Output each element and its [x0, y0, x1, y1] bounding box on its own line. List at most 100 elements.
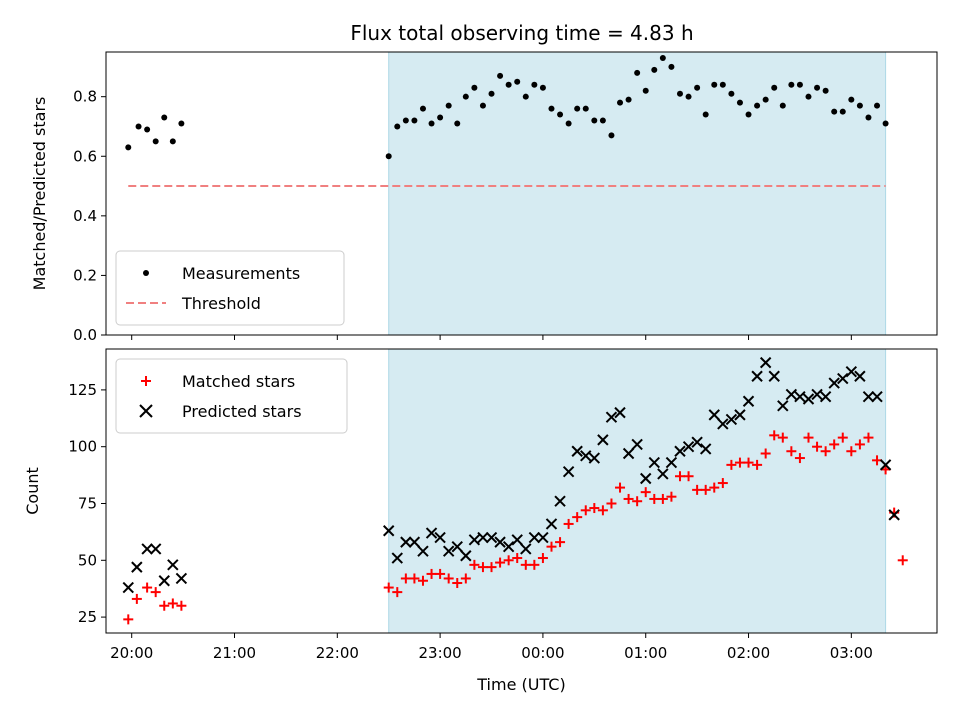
data-point — [503, 555, 514, 566]
data-point — [648, 456, 660, 469]
data-point — [862, 391, 875, 403]
data-point — [897, 555, 908, 566]
data-point — [608, 132, 615, 139]
data-point — [700, 484, 711, 495]
data-point — [589, 503, 600, 514]
data-point — [828, 377, 840, 389]
data-point — [494, 536, 506, 548]
data-point — [597, 505, 608, 516]
legend-item: Predicted stars — [139, 402, 302, 421]
data-point — [122, 581, 134, 594]
data-point — [408, 536, 421, 548]
chart-title: Flux total observing time = 4.83 h — [350, 21, 693, 45]
legend-box — [115, 358, 348, 434]
data-point — [668, 63, 675, 70]
y-tick-label: 0.0 — [73, 326, 97, 344]
data-point — [159, 600, 170, 611]
data-point — [531, 81, 538, 88]
data-point — [435, 568, 446, 579]
data-point — [736, 99, 743, 106]
data-point — [617, 99, 624, 106]
data-point — [125, 144, 132, 151]
data-point — [169, 138, 176, 145]
y-tick-label: 100 — [68, 438, 97, 456]
data-point — [803, 432, 814, 443]
data-point — [563, 518, 574, 529]
data-point — [777, 400, 789, 412]
data-point — [734, 457, 745, 468]
data-point — [460, 573, 471, 584]
data-point — [751, 370, 763, 382]
data-point — [400, 536, 412, 548]
data-point — [574, 105, 581, 112]
data-point — [149, 543, 162, 555]
data-point — [591, 117, 598, 124]
x-tick-label: 00:00 — [521, 644, 564, 662]
top-panel: 0.0 0.2 0.4 0.6 0.8 Matched/Predicted stars Me… — [30, 51, 938, 344]
data-point — [580, 450, 592, 462]
data-point — [512, 553, 523, 564]
data-point — [856, 102, 863, 109]
data-point — [768, 370, 780, 382]
data-point — [400, 573, 411, 584]
data-point — [839, 108, 846, 115]
data-point — [845, 366, 858, 378]
data-point — [726, 459, 737, 470]
data-point — [837, 432, 848, 443]
data-point — [742, 395, 755, 407]
series-matched-stars — [123, 430, 908, 625]
data-point — [477, 562, 488, 573]
data-point — [717, 478, 728, 489]
data-point — [659, 54, 666, 61]
data-point — [131, 561, 143, 573]
data-point — [796, 81, 803, 88]
data-point — [854, 439, 865, 450]
data-point — [135, 123, 142, 130]
data-point — [794, 453, 805, 464]
data-point — [502, 540, 515, 553]
data-point — [548, 105, 555, 112]
data-point — [811, 388, 823, 401]
x-tick-label: 22:00 — [316, 644, 359, 662]
data-point — [479, 102, 486, 109]
data-point — [786, 446, 797, 457]
data-point — [812, 441, 823, 452]
data-point — [625, 96, 632, 103]
data-point — [141, 543, 153, 555]
data-point — [417, 545, 429, 557]
data-point — [411, 117, 418, 124]
data-point — [685, 93, 692, 100]
data-point — [520, 559, 531, 570]
data-point — [565, 120, 572, 127]
data-point — [634, 69, 641, 76]
data-point — [734, 409, 746, 421]
data-point — [649, 493, 660, 504]
data-point — [631, 438, 643, 451]
data-point — [477, 531, 489, 544]
data-point — [606, 498, 617, 509]
data-point — [854, 370, 866, 382]
data-point — [537, 531, 549, 544]
data-point — [409, 573, 420, 584]
data-point — [158, 575, 170, 587]
data-point — [819, 391, 832, 403]
data-point — [788, 81, 795, 88]
series-predicted-stars — [122, 356, 900, 594]
data-point — [451, 540, 463, 553]
data-point — [871, 391, 883, 403]
data-point — [829, 439, 840, 450]
data-point — [692, 484, 703, 495]
data-point — [651, 66, 658, 73]
data-point — [471, 84, 478, 91]
data-point — [762, 96, 769, 103]
data-point — [497, 72, 504, 79]
data-point — [848, 96, 855, 103]
axes-frame — [105, 348, 938, 634]
data-point — [391, 552, 403, 564]
data-point — [674, 471, 685, 482]
data-point — [728, 90, 735, 97]
data-point — [152, 138, 159, 145]
data-point — [150, 587, 161, 598]
data-point — [691, 436, 703, 448]
data-point — [882, 120, 889, 127]
